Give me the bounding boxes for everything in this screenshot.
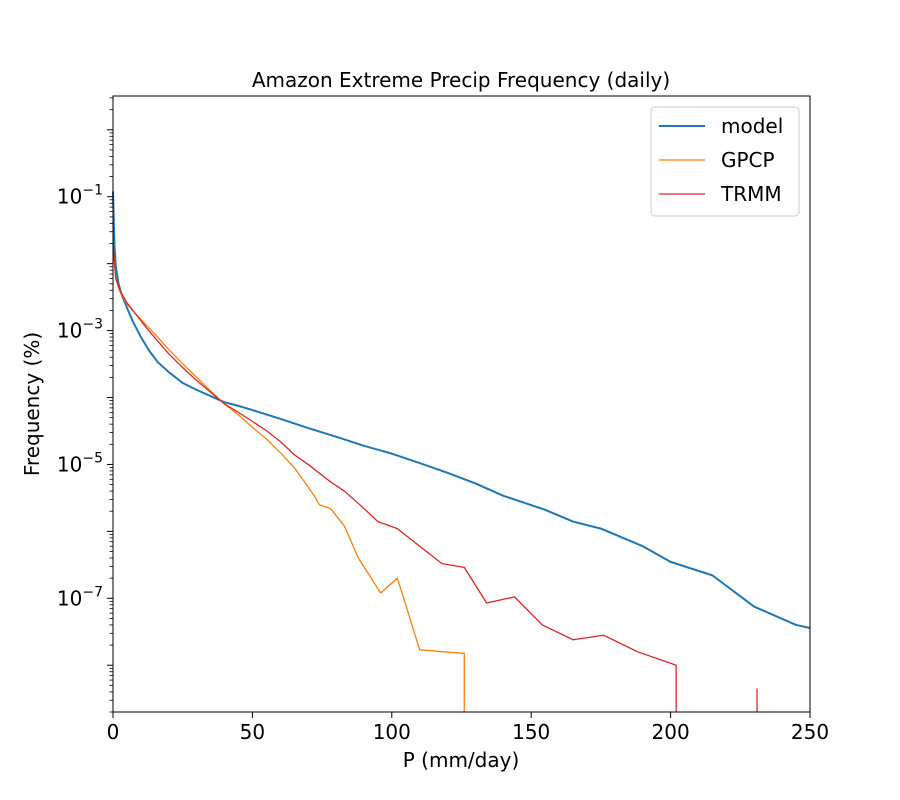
x-ticks: 0 50 100 150 200 250 <box>107 712 829 744</box>
x-tick-label: 0 <box>107 720 120 744</box>
x-tick-label: 250 <box>791 720 829 744</box>
series-line-trmm <box>112 243 677 712</box>
y-tick-label: 10−3 <box>57 317 103 343</box>
y-tick-label: 10−1 <box>57 183 103 209</box>
chart-title: Amazon Extreme Precip Frequency (daily) <box>252 68 670 92</box>
x-tick-label: 150 <box>512 720 550 744</box>
series-line-model <box>112 191 811 629</box>
legend: model GPCP TRMM <box>650 106 800 217</box>
legend-label-trmm: TRMM <box>720 182 782 206</box>
y-tick-label: 10−5 <box>57 450 103 476</box>
series-layer <box>112 191 811 712</box>
x-axis-label: P (mm/day) <box>403 748 520 772</box>
y-ticks: 10−1 10−3 10−5 10−7 <box>57 97 113 713</box>
series-line-gpcp <box>112 243 465 712</box>
x-tick-label: 200 <box>652 720 690 744</box>
x-tick-label: 100 <box>373 720 411 744</box>
legend-box <box>650 106 800 217</box>
legend-label-model: model <box>721 114 783 138</box>
y-tick-label: 10−7 <box>57 584 103 610</box>
x-tick-label: 50 <box>240 720 265 744</box>
y-axis-label: Frequency (%) <box>20 332 44 476</box>
legend-label-gpcp: GPCP <box>721 148 775 172</box>
